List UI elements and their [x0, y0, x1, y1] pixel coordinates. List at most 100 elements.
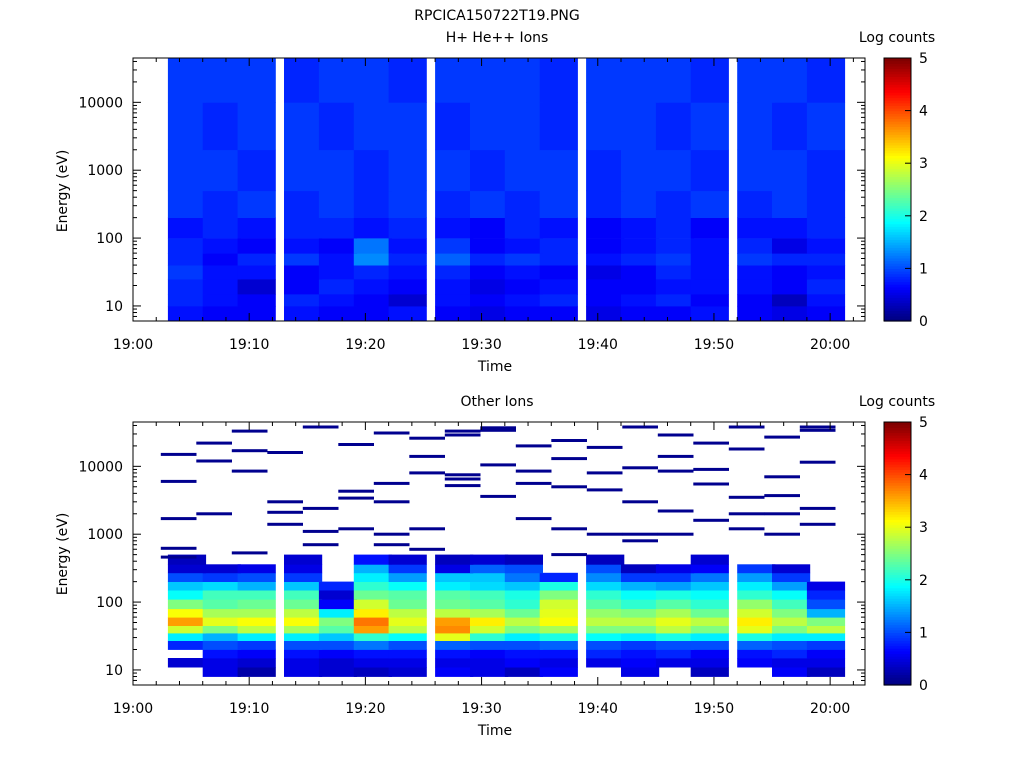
- heatmap-cell: [435, 658, 474, 668]
- heatmap-cell: [586, 590, 625, 600]
- heatmap-cell: [621, 102, 660, 151]
- heatmap-cell: [806, 265, 846, 280]
- heatmap-cell: [435, 102, 474, 151]
- x-tick-label: 19:00: [113, 337, 153, 353]
- heatmap-cell: [435, 149, 474, 192]
- count-line: [160, 452, 197, 456]
- x-tick-label: 19:50: [694, 337, 734, 353]
- heatmap-cell: [621, 253, 660, 266]
- y-tick-label: 10: [105, 299, 123, 315]
- count-line: [231, 449, 268, 453]
- colorbar-step: [884, 223, 911, 227]
- colorbar-step: [884, 537, 911, 541]
- heatmap-cell: [504, 190, 543, 218]
- colorbar-step: [884, 613, 911, 618]
- colorbar-tick-label: 2: [919, 573, 928, 589]
- heatmap-cell: [504, 253, 543, 266]
- heatmap-cell: [655, 238, 695, 254]
- colorbar-step: [884, 81, 911, 85]
- colorbar-step: [884, 437, 911, 442]
- count-line: [799, 506, 836, 510]
- heatmap-cell: [737, 625, 776, 634]
- colorbar-step: [884, 123, 911, 127]
- colorbar-tick-label: 4: [919, 104, 928, 120]
- count-line: [657, 509, 694, 513]
- colorbar-step: [884, 281, 911, 285]
- colorbar-step: [884, 579, 911, 584]
- panel-h-he-ions: H+ He++ Ions Energy (eV) Time 1010010001…: [55, 30, 935, 375]
- heatmap-cell: [655, 625, 695, 634]
- colorbar-step: [884, 286, 911, 291]
- heatmap-cell: [586, 572, 625, 582]
- heatmap-cell: [504, 608, 543, 618]
- x-tick-label: 19:20: [345, 701, 385, 717]
- count-line: [551, 485, 587, 489]
- heatmap-cell: [504, 599, 543, 610]
- heatmap-cell: [284, 554, 323, 565]
- colorbar-step: [884, 239, 911, 243]
- heatmap-cell: [202, 58, 241, 103]
- colorbar-step: [884, 249, 911, 254]
- heatmap-cell: [353, 572, 392, 582]
- colorbar-step: [884, 213, 911, 217]
- heatmap-cell: [284, 658, 323, 668]
- colorbar-step: [884, 424, 911, 428]
- colorbar-step: [884, 215, 911, 220]
- heatmap-cell: [690, 58, 729, 103]
- colorbar-step: [884, 571, 911, 576]
- colorbar-step: [884, 176, 911, 180]
- heatmap-cell: [388, 599, 427, 610]
- heatmap-cell: [772, 640, 811, 650]
- heatmap-cell: [737, 278, 776, 295]
- count-line: [551, 527, 587, 531]
- heatmap-cell: [621, 265, 660, 280]
- heatmap-cell: [167, 572, 207, 582]
- heatmap-cell: [202, 190, 241, 218]
- colorbar-step: [884, 674, 911, 678]
- heatmap-cell: [237, 58, 276, 103]
- heatmap-cell: [504, 625, 543, 634]
- colorbar-step: [884, 84, 911, 88]
- colorbar-step: [884, 495, 911, 499]
- colorbar-step: [884, 273, 911, 277]
- colorbar-step: [884, 440, 911, 444]
- heatmap-cell: [621, 564, 660, 574]
- colorbar-step: [884, 257, 911, 262]
- heatmap-cell: [318, 238, 358, 254]
- heatmap-cell: [690, 617, 729, 626]
- heatmap-cell: [806, 58, 846, 103]
- heatmap-cell: [167, 190, 207, 218]
- heatmap-cell: [353, 599, 392, 610]
- colorbar-step: [884, 92, 911, 96]
- heatmap-cell: [737, 190, 776, 218]
- heatmap-cell: [655, 294, 695, 307]
- y-axis-label: Energy (eV): [55, 150, 71, 233]
- heatmap-cell: [237, 305, 276, 322]
- heatmap-cell: [690, 217, 729, 239]
- colorbar-step: [884, 635, 911, 639]
- heatmap-cell: [388, 658, 427, 668]
- heatmap-cell: [388, 590, 427, 600]
- heatmap-cell: [284, 581, 323, 591]
- colorbar-step: [884, 532, 911, 536]
- colorbar-step: [884, 585, 911, 589]
- colorbar-step: [884, 68, 911, 72]
- colorbar-step: [884, 450, 911, 455]
- heatmap-cell: [435, 238, 474, 254]
- colorbar-step: [884, 616, 911, 620]
- colorbar-step: [884, 556, 911, 560]
- heatmap-cell: [202, 102, 241, 151]
- colorbar-step: [884, 542, 911, 547]
- heatmap-cell: [539, 190, 578, 218]
- colorbar-step: [884, 624, 911, 628]
- heatmap-cell: [772, 599, 811, 610]
- x-tick-label: 20:00: [810, 701, 850, 717]
- heatmap-cell: [539, 640, 578, 650]
- heatmap-cell: [167, 305, 207, 322]
- heatmap-cell: [504, 633, 543, 641]
- heatmap-cell: [167, 617, 207, 626]
- colorbar-tick-label: 4: [919, 468, 928, 484]
- count-line: [728, 527, 765, 531]
- heatmap-cell: [202, 617, 241, 626]
- heatmap-cell: [504, 649, 543, 659]
